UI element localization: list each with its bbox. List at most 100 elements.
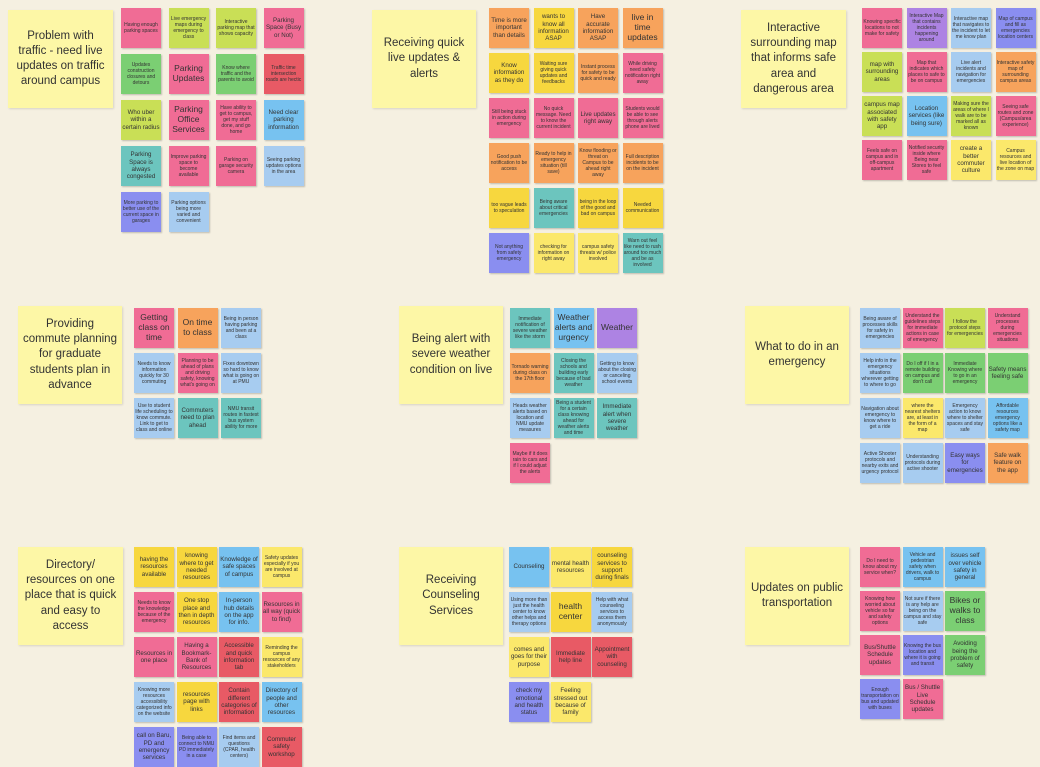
sticky-note[interactable]: Feeling stressed out because of family — [550, 682, 591, 722]
sticky-note[interactable]: Bikes or walks to class — [945, 591, 985, 631]
sticky-note[interactable]: Knowing the bus location and where it is… — [902, 635, 943, 675]
sticky-note[interactable]: Map of campus and fill as emergencies lo… — [995, 8, 1036, 48]
sticky-note[interactable]: Safe walk feature on the app — [987, 443, 1028, 483]
sticky-note[interactable]: Needed communication — [622, 188, 663, 228]
sticky-note[interactable]: Interactive safety map of surrounding ca… — [995, 52, 1036, 92]
sticky-note[interactable]: Good push notification to be access — [489, 143, 529, 183]
cluster-header-note[interactable]: Directory/ resources on one place that i… — [18, 547, 123, 645]
sticky-note[interactable]: campus map associated with safety app — [862, 96, 902, 136]
sticky-note[interactable]: Understand the guidelines steps for imme… — [902, 308, 943, 348]
sticky-note[interactable]: Active Shooter protocols and nearby exit… — [860, 443, 900, 483]
sticky-note[interactable]: create a better commuter culture — [951, 140, 991, 180]
sticky-note[interactable]: Time is more important than details — [489, 8, 529, 48]
sticky-note[interactable]: Seeing safe routes and zone (Campus/area… — [995, 96, 1036, 136]
cluster-header-note[interactable]: Receiving Counseling Services — [399, 547, 503, 645]
sticky-note[interactable]: Accessible and quick information tab — [219, 637, 259, 677]
sticky-note[interactable]: too vague leads to speculation — [489, 188, 529, 228]
sticky-note[interactable]: Waiting sure giving quick updates and fe… — [533, 53, 574, 93]
cluster-header-note[interactable]: Updates on public transportation — [745, 547, 849, 645]
sticky-note[interactable]: Being able to connect to NMU PD immediat… — [176, 727, 217, 767]
sticky-note[interactable]: Interactive Map that contains incidents … — [906, 8, 947, 48]
sticky-note[interactable]: live in time updates — [622, 8, 663, 48]
sticky-note[interactable]: Not sure if there is any help are being … — [902, 591, 943, 631]
sticky-note[interactable]: Find items and questions (CPAR, health c… — [219, 727, 259, 767]
sticky-note[interactable]: comes and goes for their purpose — [509, 637, 549, 677]
sticky-note[interactable]: Help info in the emergency situations wh… — [860, 353, 900, 393]
sticky-note[interactable]: Weather — [597, 308, 637, 348]
sticky-note[interactable]: Knowing specific locations to not make f… — [862, 8, 902, 48]
sticky-note[interactable]: Having a Bookmark-Bank of Resources — [176, 637, 217, 677]
sticky-note[interactable]: Reminding the campus resources of any st… — [261, 637, 302, 677]
sticky-note[interactable]: Contain different categories of informat… — [219, 682, 259, 722]
sticky-note[interactable]: call on Baru, PD and emergency services — [134, 727, 174, 767]
sticky-note[interactable]: Traffic time intersection roads are hect… — [263, 54, 304, 94]
sticky-note[interactable]: Parking on garage security camera — [216, 146, 256, 186]
sticky-note[interactable]: Getting class on time — [134, 308, 174, 348]
sticky-note[interactable]: Live alert incidents and navigation for … — [951, 52, 991, 92]
sticky-note[interactable]: having the resources available — [134, 547, 174, 587]
sticky-note[interactable]: Immediate notification of severe weather… — [510, 308, 550, 348]
sticky-note[interactable]: Safety updates especially if you are inv… — [261, 547, 302, 587]
sticky-note[interactable]: I follow the protocol steps for emergenc… — [945, 308, 985, 348]
sticky-note[interactable]: Students would be able to see through al… — [622, 98, 663, 138]
sticky-note[interactable]: Emergency action to know where to shelte… — [945, 398, 985, 438]
sticky-note[interactable]: Feels safe on campus and in off-campus a… — [862, 140, 902, 180]
sticky-note[interactable]: Who uber within a certain radius — [121, 100, 161, 140]
sticky-note[interactable]: Being in person having parking and been … — [221, 308, 261, 348]
sticky-note[interactable]: Needs to know the knowledge because of t… — [134, 592, 174, 632]
sticky-note[interactable]: Warn out feel like need to rush around t… — [622, 233, 663, 273]
sticky-note[interactable]: resources page with links — [176, 682, 217, 722]
sticky-note[interactable]: Understand processes during emergencies … — [987, 308, 1028, 348]
sticky-note[interactable]: Know where traffic and the parents to av… — [216, 54, 256, 94]
sticky-note[interactable]: Parking Space (Busy or Not) — [263, 8, 304, 48]
sticky-note[interactable]: Making sure the areas of where I walk ar… — [951, 96, 991, 136]
sticky-note[interactable]: NMU transit routes in fastest bus system… — [221, 398, 261, 438]
sticky-note[interactable]: Using more than just the health center t… — [509, 592, 549, 632]
sticky-note[interactable]: Have accurate information ASAP — [578, 8, 618, 48]
sticky-note[interactable]: Interactive parking map that shows capac… — [216, 8, 256, 48]
sticky-note[interactable]: Live updates right away — [578, 98, 618, 138]
sticky-note[interactable]: Have ability to get to campus, get my st… — [216, 100, 256, 140]
sticky-note[interactable]: Know flooding or threat on Campus to be … — [578, 143, 618, 183]
sticky-note[interactable]: Having enough parking spaces — [121, 8, 161, 48]
sticky-note[interactable]: Still being stuck in action during emerg… — [489, 98, 529, 138]
sticky-note[interactable]: Full description incidents to be on the … — [622, 143, 663, 183]
sticky-note[interactable]: Tornado warning during class on the 17th… — [510, 353, 550, 393]
sticky-note[interactable]: Ready to help in emergency situation (ti… — [533, 143, 574, 183]
sticky-note[interactable]: Getting to know about the closing or can… — [597, 353, 637, 393]
cluster-header-note[interactable]: Problem with traffic - need live updates… — [8, 10, 113, 108]
sticky-note[interactable]: On time to class — [177, 308, 218, 348]
sticky-note[interactable]: Location services (like being sure) — [906, 96, 947, 136]
sticky-note[interactable]: Knowing how worried about vehicle so far… — [860, 591, 900, 631]
sticky-note[interactable]: being in the loop of the good and bad on… — [578, 188, 618, 228]
sticky-note[interactable]: Live emergency maps during emergency to … — [168, 8, 209, 48]
sticky-note[interactable]: While driving need safety notification r… — [622, 53, 663, 93]
sticky-note[interactable]: Immediate help line — [550, 637, 591, 677]
sticky-note[interactable]: counseling services to support during fi… — [592, 547, 632, 587]
sticky-note[interactable]: Need clear parking information — [263, 100, 304, 140]
sticky-note[interactable]: Do I off if I in a remote building on ca… — [902, 353, 943, 393]
sticky-note[interactable]: Navigation about emergency to know where… — [860, 398, 900, 438]
sticky-note[interactable]: Easy ways for emergencies — [945, 443, 985, 483]
sticky-note[interactable]: campus safety threats w/ police involved — [578, 233, 618, 273]
sticky-note[interactable]: Seeing parking updates options in the ar… — [263, 146, 304, 186]
sticky-note[interactable]: health center — [550, 592, 591, 632]
sticky-note[interactable]: In-person hub details on the app for inf… — [219, 592, 259, 632]
sticky-note[interactable]: No quick message. Need to know the curre… — [533, 98, 574, 138]
sticky-note[interactable]: Appointment with counseling — [592, 637, 632, 677]
sticky-note[interactable]: issues self over vehicle safety in gener… — [945, 547, 985, 587]
sticky-note[interactable]: map with surrounding areas — [862, 52, 902, 92]
sticky-note[interactable]: Not anything from safety emergency — [489, 233, 529, 273]
sticky-note[interactable]: Resources in all way (quick to find) — [261, 592, 302, 632]
sticky-note[interactable]: More parking to better use of the curren… — [121, 192, 161, 232]
sticky-note[interactable]: Immediate Knowing where to go in an emer… — [945, 353, 985, 393]
sticky-note[interactable]: Safety means feeling safe — [987, 353, 1028, 393]
sticky-note[interactable]: Resources in one place — [134, 637, 174, 677]
cluster-header-note[interactable]: Being alert with severe weather conditio… — [399, 306, 503, 404]
sticky-note[interactable]: Help with what counseling services to ac… — [592, 592, 632, 632]
cluster-header-note[interactable]: What to do in an emergency — [745, 306, 849, 404]
sticky-note[interactable]: Notified security inside where Being nea… — [906, 140, 947, 180]
sticky-note[interactable]: Use to student life scheduling to know c… — [134, 398, 174, 438]
sticky-note[interactable]: One stop place and then in depth resourc… — [176, 592, 217, 632]
sticky-note[interactable]: Knowledge of safe spaces of campus — [219, 547, 259, 587]
